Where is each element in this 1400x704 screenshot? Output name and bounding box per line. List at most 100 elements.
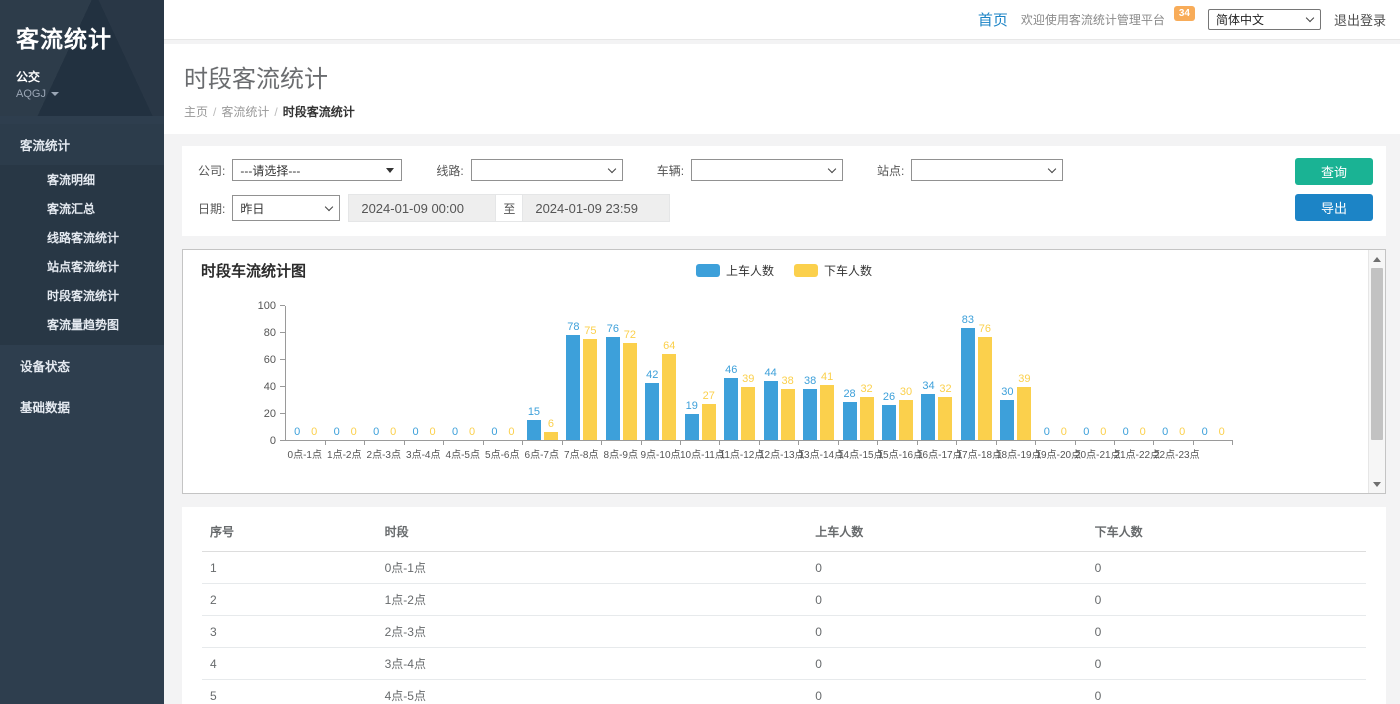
x-tick-label: 6点-7点	[522, 446, 562, 461]
scrollbar-thumb[interactable]	[1371, 268, 1383, 440]
home-link[interactable]: 首页	[978, 9, 1008, 30]
x-tick-label: 8点-9点	[601, 446, 641, 461]
table-cell: 4点-5点	[377, 680, 808, 704]
table-cell: 5	[202, 680, 377, 704]
bar-group: 00	[1154, 306, 1193, 440]
app-logo: 客流统计	[16, 20, 148, 54]
notification-badge[interactable]: 34	[1174, 6, 1195, 21]
bar: 76	[606, 337, 620, 440]
data-table-panel: 序号时段上车人数下车人数 10点-1点0021点-2点0032点-3点0043点…	[182, 507, 1386, 704]
date-from-input[interactable]: 2024-01-09 00:00	[348, 194, 496, 222]
legend-item[interactable]: 下车人数	[794, 262, 872, 279]
sidebar-subitem[interactable]: 站点客流统计	[0, 252, 164, 281]
bar-group: 4264	[641, 306, 680, 440]
date-preset-select[interactable]: 昨日	[232, 195, 340, 221]
bar-group: 00	[325, 306, 364, 440]
table-row: 21点-2点00	[202, 584, 1366, 616]
x-tick-label: 18点-19点	[996, 446, 1036, 461]
page-heading: 时段客流统计 主页/客流统计/时段客流统计	[164, 44, 1400, 134]
x-tick-label: 17点-18点	[957, 446, 997, 461]
bar-group: 00	[286, 306, 325, 440]
company-select-value: ---请选择---	[240, 162, 300, 179]
bar-group: 00	[1193, 306, 1232, 440]
sidebar-item[interactable]: 设备状态	[0, 345, 164, 386]
date-preset-value: 昨日	[240, 200, 264, 217]
sidebar-subitem[interactable]: 客流量趋势图	[0, 310, 164, 345]
triangle-down-icon	[386, 168, 394, 173]
x-tick-label: 5点-6点	[483, 446, 523, 461]
legend-label: 上车人数	[726, 262, 774, 279]
bar-group: 3432	[917, 306, 956, 440]
scroll-down-arrow[interactable]	[1369, 476, 1385, 492]
breadcrumb-item[interactable]: 客流统计	[221, 105, 269, 119]
table-cell: 0	[807, 616, 1086, 648]
line-select[interactable]	[471, 159, 623, 181]
bar: 78	[566, 335, 580, 440]
export-button[interactable]: 导出	[1295, 194, 1373, 221]
legend-swatch-icon	[696, 264, 720, 277]
sidebar-subitem[interactable]: 时段客流统计	[0, 281, 164, 310]
y-tick-label: 20	[264, 408, 276, 420]
triangle-down-icon	[1373, 482, 1381, 487]
bar: 64	[662, 354, 676, 440]
bar: 32	[860, 397, 874, 440]
table-row: 43点-4点00	[202, 648, 1366, 680]
sidebar-subitem[interactable]: 客流明细	[0, 165, 164, 194]
chevron-down-icon	[1306, 14, 1314, 22]
app-root: 客流统计 公交 AQGJ 客流统计客流明细客流汇总线路客流统计站点客流统计时段客…	[0, 0, 1400, 704]
scroll-up-arrow[interactable]	[1369, 251, 1385, 267]
legend-swatch-icon	[794, 264, 818, 277]
query-button[interactable]: 查询	[1295, 158, 1373, 185]
bar-group: 4438	[759, 306, 798, 440]
sidebar-subitem[interactable]: 线路客流统计	[0, 223, 164, 252]
sidebar-subitem[interactable]: 客流汇总	[0, 194, 164, 223]
vehicle-label: 车辆:	[657, 162, 684, 179]
bar-group: 00	[1075, 306, 1114, 440]
date-to-input[interactable]: 2024-01-09 23:59	[522, 194, 670, 222]
breadcrumb-item[interactable]: 主页	[184, 105, 208, 119]
table-header-cell: 上车人数	[807, 512, 1086, 552]
bar: 34	[921, 394, 935, 440]
sidebar-section: 设备状态	[0, 345, 164, 386]
logout-link[interactable]: 退出登录	[1334, 10, 1386, 29]
bar: 30	[899, 400, 913, 441]
bar-group: 00	[444, 306, 483, 440]
x-tick-label: 19点-20点	[1036, 446, 1076, 461]
sidebar-item[interactable]: 基础数据	[0, 386, 164, 427]
sidebar-item[interactable]: 客流统计	[0, 124, 164, 165]
table-cell: 0点-1点	[377, 552, 808, 584]
y-tick-label: 60	[264, 354, 276, 366]
sidebar-section: 客流统计客流明细客流汇总线路客流统计站点客流统计时段客流统计客流量趋势图	[0, 124, 164, 345]
chart-plot: 0000000000001567875767242641927463944383…	[285, 306, 1233, 441]
company-code-dropdown[interactable]: AQGJ	[16, 88, 148, 100]
x-tick-label: 2点-3点	[364, 446, 404, 461]
caret-down-icon	[51, 92, 59, 96]
breadcrumb: 主页/客流统计/时段客流统计	[184, 103, 1380, 120]
x-tick-label: 12点-13点	[759, 446, 799, 461]
bar-group: 3039	[996, 306, 1035, 440]
bar-group: 2832	[838, 306, 877, 440]
table-cell: 0	[1087, 680, 1366, 704]
x-tick-label: 11点-12点	[720, 446, 760, 461]
topbar: 首页 欢迎使用客流统计管理平台 34 简体中文 退出登录	[164, 0, 1400, 40]
language-select[interactable]: 简体中文	[1208, 9, 1321, 30]
chevron-down-icon	[828, 164, 836, 172]
bar: 39	[741, 387, 755, 440]
x-tick-label	[1194, 446, 1234, 461]
table-header-cell: 时段	[377, 512, 808, 552]
bar: 6	[544, 432, 558, 440]
chart-x-axis-labels: 0点-1点1点-2点2点-3点3点-4点4点-5点5点-6点6点-7点7点-8点…	[285, 446, 1233, 461]
chart-panel: 时段车流统计图 上车人数下车人数 020406080100 0000000000…	[182, 249, 1386, 494]
legend-item[interactable]: 上车人数	[696, 262, 774, 279]
vehicle-select[interactable]	[691, 159, 843, 181]
bar: 42	[645, 383, 659, 440]
line-label: 线路:	[436, 162, 463, 179]
chart-y-axis: 020406080100	[247, 306, 285, 441]
bar: 38	[781, 389, 795, 440]
table-row: 10点-1点00	[202, 552, 1366, 584]
x-tick-label: 14点-15点	[838, 446, 878, 461]
company-select[interactable]: ---请选择---	[232, 159, 402, 181]
table-row: 54点-5点00	[202, 680, 1366, 704]
page-title: 时段客流统计	[184, 59, 1380, 94]
station-select[interactable]	[911, 159, 1063, 181]
